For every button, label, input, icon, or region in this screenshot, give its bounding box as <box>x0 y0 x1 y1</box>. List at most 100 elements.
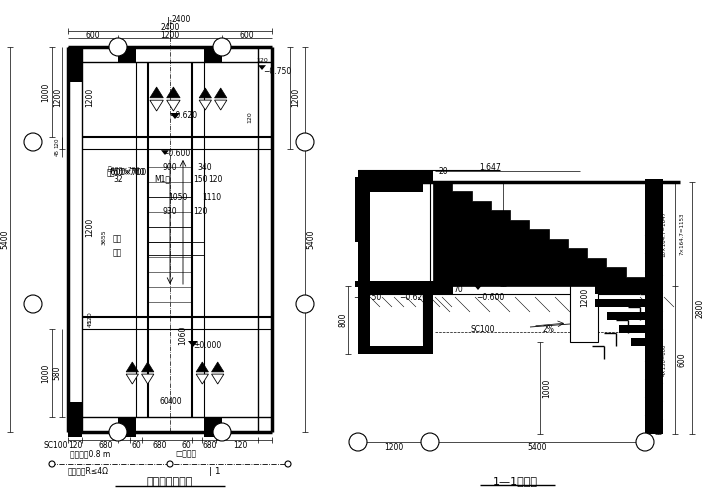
Text: 600: 600 <box>677 353 687 367</box>
Text: 楼梯首层平面图: 楼梯首层平面图 <box>147 477 193 487</box>
Bar <box>68 402 82 437</box>
Polygon shape <box>433 182 645 286</box>
Text: 600: 600 <box>86 30 100 39</box>
Text: M1改: M1改 <box>154 174 170 183</box>
Text: 接间: 接间 <box>113 248 122 257</box>
Text: 1000: 1000 <box>42 83 51 102</box>
Polygon shape <box>142 374 154 384</box>
Text: −0.620: −0.620 <box>399 293 427 302</box>
Circle shape <box>296 133 314 151</box>
Bar <box>118 47 136 62</box>
Text: 120: 120 <box>193 208 207 217</box>
Text: 1200: 1200 <box>581 287 589 307</box>
Circle shape <box>285 461 291 467</box>
Circle shape <box>167 461 173 467</box>
Bar <box>619 325 658 333</box>
Bar <box>595 299 658 307</box>
Circle shape <box>109 38 127 56</box>
Polygon shape <box>360 284 370 290</box>
Text: −0.750: −0.750 <box>263 68 291 77</box>
Polygon shape <box>170 113 180 119</box>
Polygon shape <box>142 362 154 372</box>
Text: 2%: 2% <box>542 326 554 334</box>
Bar <box>355 177 367 242</box>
Text: 7×164.7=1153: 7×164.7=1153 <box>679 213 684 255</box>
Polygon shape <box>126 374 138 384</box>
Circle shape <box>296 295 314 313</box>
Polygon shape <box>188 341 198 347</box>
Text: 70: 70 <box>453 285 463 295</box>
Bar <box>358 170 370 287</box>
Text: 3655: 3655 <box>102 229 107 245</box>
Bar <box>595 286 647 294</box>
Text: | 1: | 1 <box>209 467 221 476</box>
Polygon shape <box>167 87 180 98</box>
Text: SC100: SC100 <box>44 440 68 449</box>
Text: 4×150=600: 4×150=600 <box>662 344 667 376</box>
Text: 930: 930 <box>163 208 178 217</box>
Text: 1000: 1000 <box>543 378 551 398</box>
Polygon shape <box>167 100 180 111</box>
Polygon shape <box>199 88 211 98</box>
Bar <box>358 286 453 294</box>
Polygon shape <box>161 150 169 155</box>
Text: 900: 900 <box>163 163 178 171</box>
Text: 600: 600 <box>240 30 254 39</box>
Circle shape <box>24 133 42 151</box>
Text: 120: 120 <box>256 58 268 63</box>
Text: 2400: 2400 <box>171 15 190 24</box>
Text: 680: 680 <box>99 440 113 449</box>
Bar <box>148 197 192 227</box>
Circle shape <box>109 423 127 441</box>
Polygon shape <box>215 88 227 98</box>
Text: 120: 120 <box>68 440 82 449</box>
Text: 屎外埋深0.8 m: 屎外埋深0.8 m <box>70 449 110 459</box>
Bar <box>68 47 82 82</box>
Circle shape <box>421 433 439 451</box>
Text: 1000: 1000 <box>42 363 51 383</box>
Text: ±0.000: ±0.000 <box>193 340 221 349</box>
Text: −0.750: −0.750 <box>353 293 381 302</box>
Text: 60: 60 <box>159 397 169 406</box>
Bar <box>358 170 433 182</box>
Bar <box>118 417 136 437</box>
Text: 680: 680 <box>203 440 217 449</box>
Text: 120: 120 <box>248 111 253 123</box>
Bar <box>358 346 433 354</box>
Circle shape <box>213 38 231 56</box>
Text: 150: 150 <box>193 174 207 183</box>
Bar <box>355 182 423 192</box>
Text: 45: 45 <box>87 319 92 327</box>
Text: 1200: 1200 <box>54 87 62 107</box>
Text: 1—1剑面图: 1—1剑面图 <box>493 476 538 486</box>
Text: 坑600×700: 坑600×700 <box>107 167 147 176</box>
Bar <box>423 292 433 347</box>
Text: 120: 120 <box>233 440 247 449</box>
Text: 1110: 1110 <box>203 192 221 201</box>
Text: 坑600×700: 坑600×700 <box>108 166 140 172</box>
Text: 5400: 5400 <box>527 443 547 452</box>
Text: −0.620: −0.620 <box>169 111 197 120</box>
Text: SC100: SC100 <box>470 325 495 333</box>
Text: 5400: 5400 <box>306 229 316 249</box>
Text: 45: 45 <box>54 150 59 157</box>
Text: 1800: 1800 <box>493 224 501 244</box>
Text: 1060: 1060 <box>178 326 188 345</box>
Bar <box>631 338 658 346</box>
Text: 接地电阵R≤4Ω: 接地电阵R≤4Ω <box>68 467 109 476</box>
Text: 680: 680 <box>153 440 168 449</box>
Text: 400: 400 <box>168 397 183 406</box>
Text: 1.647: 1.647 <box>479 163 501 171</box>
Text: 1050: 1050 <box>168 192 188 201</box>
Polygon shape <box>196 362 208 372</box>
Text: 1200: 1200 <box>291 87 301 107</box>
Text: 120: 120 <box>87 311 92 323</box>
Text: −0.600: −0.600 <box>476 293 504 302</box>
Text: 20: 20 <box>438 167 448 176</box>
Polygon shape <box>403 284 413 290</box>
Bar <box>358 292 370 347</box>
Bar <box>355 281 450 287</box>
Text: 1200: 1200 <box>85 217 95 237</box>
Circle shape <box>213 423 231 441</box>
Polygon shape <box>199 100 211 110</box>
